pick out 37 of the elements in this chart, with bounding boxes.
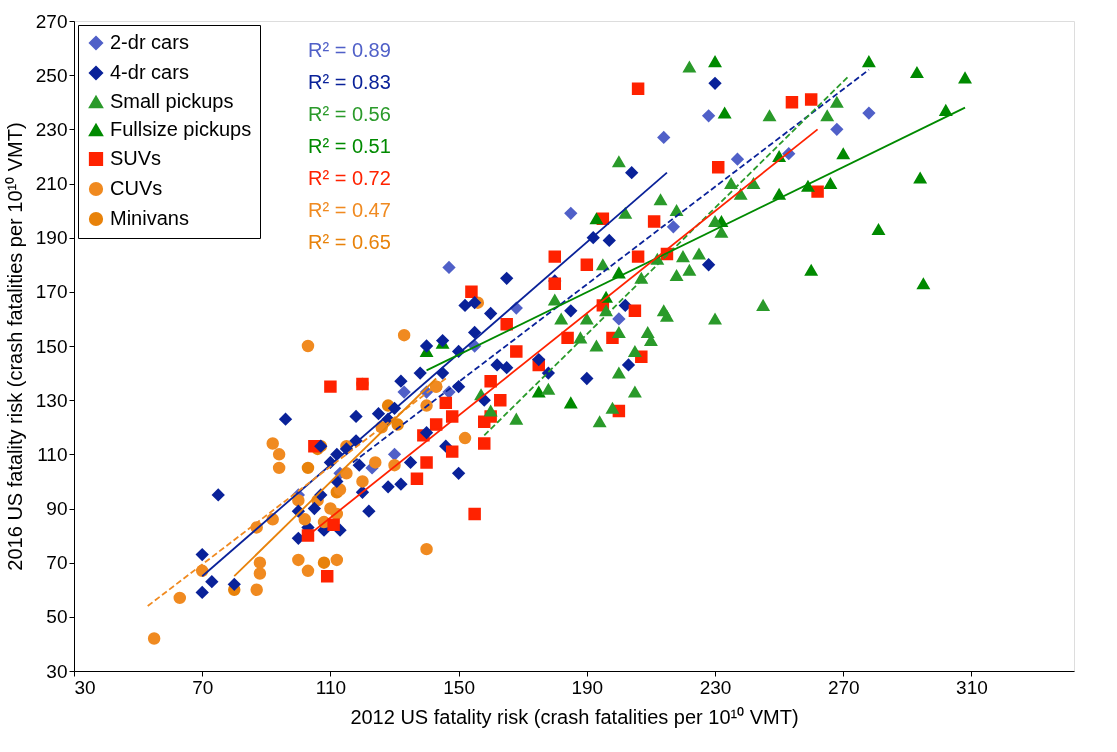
y-tick-label: 50	[46, 606, 68, 628]
y-tick-label: 190	[35, 227, 68, 249]
legend-label: CUVs	[110, 177, 163, 199]
y-tick-label: 70	[46, 552, 68, 574]
legend-label: 4-dr cars	[110, 61, 189, 83]
annotation: R² = 0.83	[308, 71, 391, 93]
x-tick-label: 30	[74, 676, 96, 698]
annotation: R² = 0.47	[308, 199, 391, 221]
x-tick-label: 270	[827, 676, 860, 698]
annotation: R² = 0.65	[308, 231, 391, 253]
y-tick-label: 130	[35, 389, 68, 411]
y-tick-label: 110	[37, 443, 68, 465]
legend-label: Small pickups	[110, 90, 234, 112]
annotation: R² = 0.72	[308, 167, 391, 189]
legend-label: 2-dr cars	[110, 31, 189, 53]
y-tick-label: 150	[35, 335, 68, 357]
y-tick-label: 170	[35, 281, 68, 303]
x-tick-label: 230	[699, 676, 732, 698]
legend-label: Minivans	[110, 207, 189, 229]
y-tick-label: 230	[35, 118, 68, 140]
annotation: R² = 0.89	[308, 39, 391, 61]
x-tick-label: 310	[956, 676, 988, 698]
x-tick-label: 70	[192, 676, 214, 698]
annotation: R² = 0.56	[308, 103, 391, 125]
x-tick-label: 190	[571, 676, 604, 698]
y-tick-label: 250	[35, 64, 68, 86]
y-tick-label: 90	[46, 498, 68, 519]
x-tick-label: 150	[443, 676, 475, 698]
y-axis-title: 2016 US fatality risk (crash fatalities per 10¹⁰ VMT)	[3, 122, 26, 571]
y-tick-label: 210	[35, 173, 68, 194]
y-tick-label: 30	[46, 660, 68, 682]
y-tick-label: 270	[35, 10, 68, 32]
annotation: R² = 0.51	[308, 135, 391, 157]
legend-label: SUVs	[110, 147, 162, 169]
x-axis-title: 2012 US fatality risk (crash fatalities per 10¹⁰ VMT)	[350, 705, 799, 728]
x-tick-label: 110	[315, 676, 347, 698]
legend-label: Fullsize pickups	[110, 118, 252, 140]
